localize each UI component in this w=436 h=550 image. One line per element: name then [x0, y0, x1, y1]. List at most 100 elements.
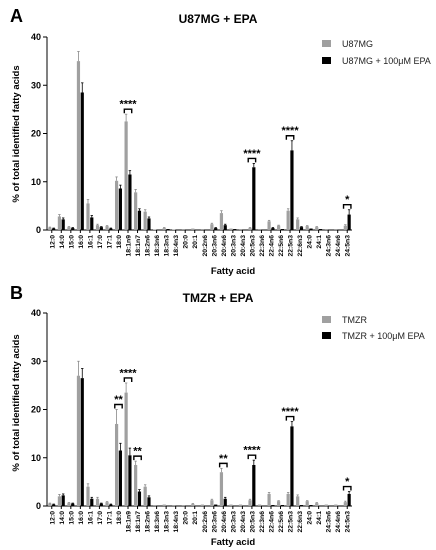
x-tick-label-b: 18:4n3 [173, 511, 180, 533]
bar-treated-b [71, 503, 75, 506]
bar-treated-a [61, 219, 65, 230]
bar-control-a [114, 180, 119, 230]
bar-control-b [172, 505, 176, 506]
bar-control-a [286, 210, 290, 230]
significance-bracket-b [133, 455, 142, 461]
x-tick-label-b: 24:1 [316, 511, 323, 525]
x-tick-label-a: 18:1n7 [135, 235, 142, 257]
significance-bracket-b [285, 415, 295, 421]
x-tick-label-b: 20:3n3 [230, 511, 237, 533]
bar-control-b [229, 504, 233, 506]
x-tick-label-b: 16:1 [87, 511, 94, 525]
bar-control-b [210, 500, 214, 506]
bar-control-b [343, 502, 347, 506]
bar-treated-b [214, 504, 218, 506]
x-tick-label-a: 18:3n6 [154, 235, 161, 257]
bar-control-b [191, 504, 195, 506]
bar-treated-b [128, 455, 132, 506]
bar-control-b [153, 505, 157, 506]
bar-control-b [200, 504, 204, 506]
bar-treated-b [99, 503, 103, 506]
bar-control-a [95, 225, 100, 230]
bar-treated-b [52, 504, 56, 506]
significance-bracket-b [342, 485, 352, 491]
bar-control-b [238, 504, 243, 506]
bar-control-b [95, 498, 100, 506]
bar-control-a [67, 227, 71, 230]
bar-treated-a [318, 229, 323, 230]
bar-treated-b [90, 498, 94, 506]
bar-control-b [219, 472, 224, 506]
bar-control-b [296, 496, 300, 506]
bar-control-a [305, 226, 309, 230]
x-tick-label-b: 17:0 [97, 511, 104, 525]
bar-treated-b [271, 505, 275, 506]
bar-treated-a [52, 228, 56, 230]
bar-treated-b [347, 493, 351, 506]
bar-treated-a [109, 228, 113, 230]
significance-bracket-a [247, 157, 257, 163]
significance-label-a: * [345, 194, 350, 206]
bar-control-a [76, 61, 81, 230]
legend-a: U87MG U87MG + 100μM EPA [322, 39, 431, 66]
x-tick-label-b: 22:5n6 [278, 511, 285, 533]
panel-b: B TMZR + EPA % of total identified fatty… [10, 283, 425, 548]
bar-treated-b [252, 464, 256, 506]
bar-control-b [67, 503, 71, 506]
bar-control-b [57, 496, 61, 506]
x-tick-label-a: 22:5n3 [288, 235, 295, 257]
bar-treated-a [271, 228, 275, 230]
significance-label-a: **** [281, 125, 299, 137]
legend-label-treated-b: TMZR + 100μM EPA [342, 331, 425, 341]
bar-treated-b [137, 491, 142, 506]
y-tick-label-a: 0 [36, 225, 41, 235]
significance-label-b: ** [133, 446, 142, 458]
x-tick-label-b: 22:4n6 [268, 511, 275, 533]
bar-control-b [286, 493, 290, 506]
chart-title-a: U87MG + EPA [179, 12, 258, 26]
x-tick-label-b: 20:4n3 [240, 511, 247, 533]
chart-title-b: TMZR + EPA [183, 291, 254, 305]
bar-control-b [162, 504, 166, 506]
x-tick-label-b: 18:1n7 [135, 511, 142, 533]
x-tick-label-a: 12:0 [49, 235, 56, 249]
bar-control-b [257, 504, 262, 506]
bar-treated-a [71, 228, 75, 230]
bar-control-a [57, 216, 61, 230]
y-tick-label-a: 20 [31, 129, 41, 139]
bar-control-a [86, 203, 90, 230]
y-tick-label-a: 30 [31, 80, 41, 90]
bar-treated-a [90, 217, 94, 230]
bar-treated-a [299, 227, 304, 230]
bar-control-a [343, 225, 347, 230]
y-tick-label-a: 40 [31, 32, 41, 42]
y-tick-label-a: 10 [31, 177, 41, 187]
x-tick-label-a: 24:4n6 [335, 235, 342, 257]
x-tick-label-a: 22:4n6 [268, 235, 275, 257]
bar-treated-b [80, 378, 84, 506]
x-tick-label-b: 24:3n6 [326, 511, 333, 533]
x-tick-label-a: 15:0 [68, 235, 75, 249]
x-axis-label-a: Fatty acid [211, 266, 256, 277]
bar-control-a [324, 229, 328, 230]
bar-control-b [124, 392, 128, 506]
bar-control-b [324, 504, 328, 506]
x-tick-label-b: 24:5n3 [345, 511, 352, 533]
bar-treated-a [252, 167, 256, 230]
legend-swatch-treated-b [322, 332, 331, 339]
x-tick-label-a: 20:3n6 [211, 235, 218, 257]
bar-treated-b [299, 505, 304, 506]
x-tick-label-b: 18:0 [116, 511, 123, 525]
bar-treated-b [290, 426, 294, 506]
bar-treated-a [99, 227, 103, 230]
bar-treated-b [223, 498, 227, 506]
x-tick-label-a: 24:3n6 [326, 235, 333, 257]
bar-control-a [248, 228, 252, 230]
bar-treated-a [128, 174, 132, 230]
panel-letter-b: B [10, 283, 23, 303]
x-tick-label-a: 17:0 [97, 235, 104, 249]
y-tick-label-b: 30 [31, 356, 41, 366]
x-axis-label-b: Fatty acid [211, 537, 256, 548]
bar-control-b [48, 503, 52, 506]
significance-label-b: **** [243, 445, 261, 457]
